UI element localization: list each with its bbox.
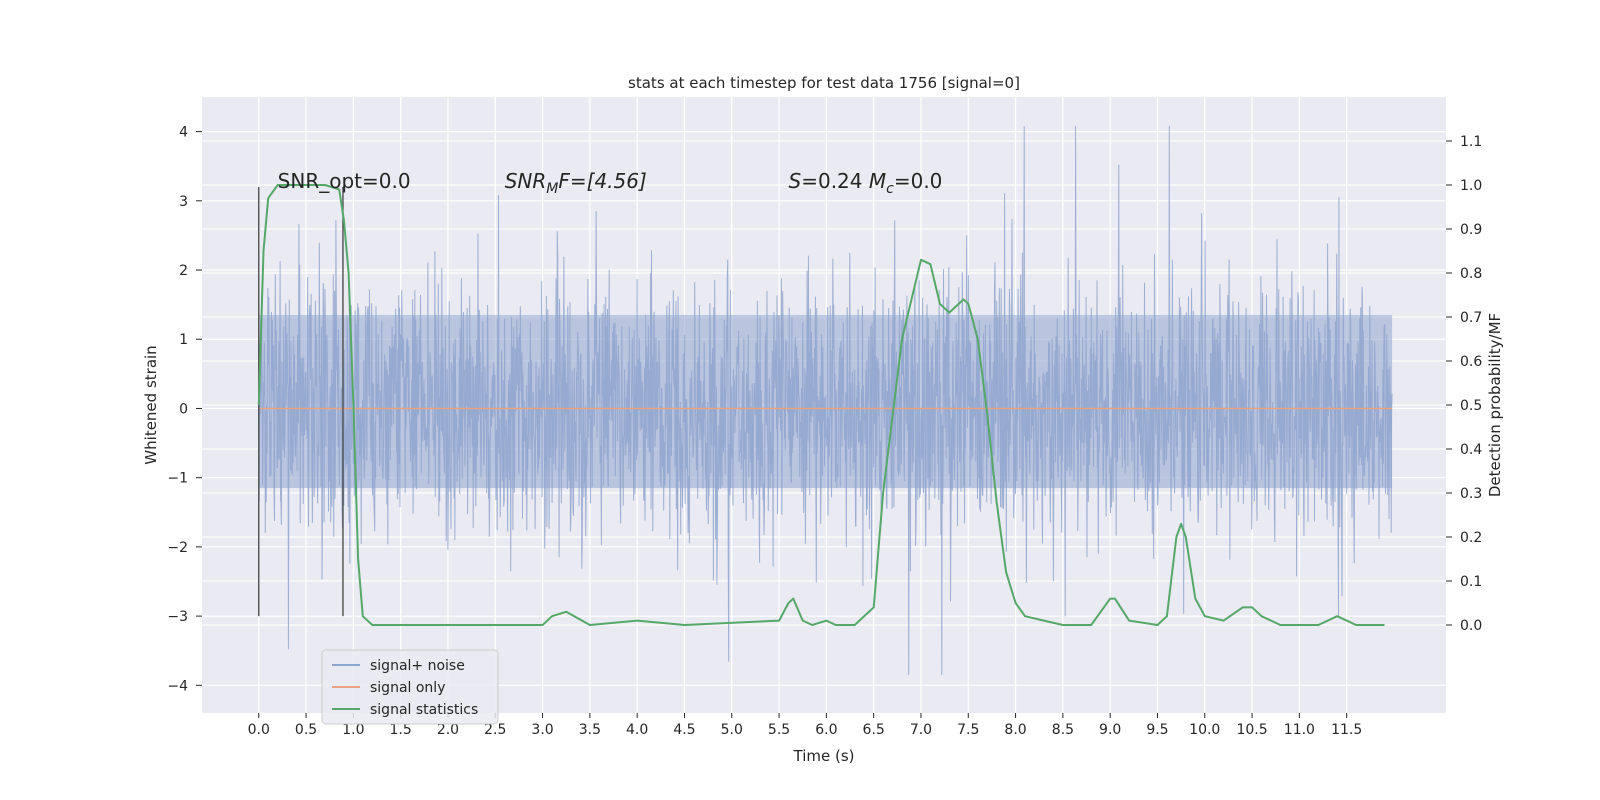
signal-statistics-line	[257, 184, 1385, 626]
chart-title: stats at each timestep for test data 175…	[628, 74, 1020, 92]
annotation-part: =[4.56]	[570, 169, 647, 193]
y-tick-label: −2	[167, 540, 188, 556]
annotation-part: =0.24	[801, 169, 869, 193]
x-tick-label: 10.0	[1189, 722, 1220, 738]
y-tick-label: 2	[179, 263, 188, 279]
legend-label: signal+ noise	[370, 658, 465, 674]
y-tick-label: −1	[167, 471, 188, 487]
x-tick-label: 5.0	[721, 722, 743, 738]
y-tick-label: −3	[167, 609, 188, 625]
x-tick-label: 8.0	[1004, 722, 1026, 738]
y-tick-labels: 4 3 2 1 0 −1 −2 −3 −4	[167, 125, 202, 694]
legend-label: signal statistics	[370, 702, 478, 718]
x-tick-label: 6.0	[815, 722, 837, 738]
x-tick-label: 2.5	[484, 722, 506, 738]
annotation-part: F=[4.56]	[558, 169, 646, 193]
annotation-part: M	[869, 169, 886, 193]
x-tick-label: 11.5	[1331, 722, 1362, 738]
annotation-part: S	[789, 169, 802, 193]
noise-core-band	[258, 315, 1393, 489]
y2-tick-labels: 1.1 1.0 0.9 0.8 0.7 0.6 0.5 0.4 0.3 0.2 0.1 0.0	[1446, 134, 1482, 634]
y-tick-label: 0	[179, 401, 188, 417]
annotation-part: c	[886, 181, 894, 197]
x-tick-label: 7.5	[957, 722, 979, 738]
annotation-2: SNRMF=[4.56]	[505, 169, 647, 197]
x-axis-label: Time (s)	[793, 747, 855, 765]
legend-label: signal only	[370, 680, 445, 696]
annotation-part: SNR	[505, 169, 547, 193]
y2-tick-label: 1.0	[1460, 178, 1482, 194]
x-tick-label: 9.0	[1099, 722, 1121, 738]
x-tick-label: 10.5	[1236, 722, 1267, 738]
x-tick-label: 4.0	[626, 722, 648, 738]
x-tick-label: 2.0	[437, 722, 459, 738]
x-tick-label: 3.0	[531, 722, 553, 738]
y-axis-label: Whitened strain	[142, 345, 160, 464]
x-tick-labels: 0.0 0.5 1.0 1.5 2.0 2.5 3.0 3.5 4.0 4.5 5.0 5.5 6.0 6…	[248, 713, 1362, 738]
signal-noise-trace	[258, 126, 1393, 675]
x-tick-label: 6.5	[863, 722, 885, 738]
annotation-1: SNR_opt=0.0	[278, 169, 411, 193]
annotations: SNR_opt=0.0 SNRMF=[4.56] S=0.24 Mc=0.0	[278, 169, 943, 197]
legend: signal+ noise signal only signal statistic…	[321, 649, 499, 725]
x-tick-label: 1.0	[342, 722, 364, 738]
annotation-part: =0.0	[894, 169, 943, 193]
x-tick-label: 7.0	[910, 722, 932, 738]
annotation-part: F	[558, 169, 570, 193]
y2-tick-label: 0.7	[1460, 310, 1482, 326]
y2-tick-label: 0.5	[1460, 398, 1482, 414]
y-tick-label: 3	[179, 194, 188, 210]
y2-tick-label: 1.1	[1460, 134, 1482, 150]
x-tick-label: 9.5	[1146, 722, 1168, 738]
x-tick-label: 8.5	[1052, 722, 1074, 738]
y-tick-label: 4	[179, 125, 188, 141]
legend-box	[321, 649, 499, 725]
x-tick-label: 3.5	[579, 722, 601, 738]
y2-tick-label: 0.9	[1460, 222, 1482, 238]
y2-tick-label: 0.1	[1460, 574, 1482, 590]
y2-tick-label: 0.0	[1460, 618, 1482, 634]
statistics-trace	[257, 184, 1385, 626]
y2-tick-label: 0.3	[1460, 486, 1482, 502]
y2-tick-label: 0.2	[1460, 530, 1482, 546]
x-tick-label: 1.5	[390, 722, 412, 738]
y2-tick-label: 0.6	[1460, 354, 1482, 370]
annotation-part: M	[546, 181, 558, 197]
x-tick-label: 11.0	[1284, 722, 1315, 738]
x-tick-label: 0.5	[295, 722, 317, 738]
x-tick-label: 0.0	[248, 722, 270, 738]
y2-axis-label: Detection probability/MF	[1486, 313, 1504, 497]
x-tick-label: 4.5	[673, 722, 695, 738]
annotation-3: S=0.24 Mc=0.0	[789, 169, 943, 197]
y-tick-label: 1	[179, 332, 188, 348]
y-tick-label: −4	[167, 678, 188, 694]
y2-tick-label: 0.8	[1460, 266, 1482, 282]
x-tick-label: 5.5	[768, 722, 790, 738]
y2-tick-label: 0.4	[1460, 442, 1482, 458]
